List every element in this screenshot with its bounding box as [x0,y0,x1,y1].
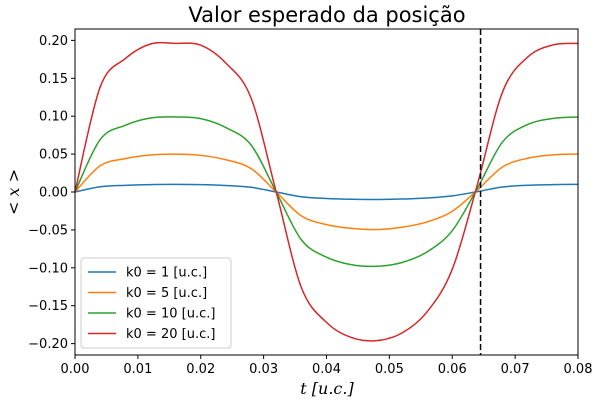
legend: k0 = 1 [u.c.] k0 = 5 [u.c.] k0 = 10 [u.c.]… [80,257,232,349]
x-tick-label: 0.06 [438,362,467,377]
x-tick-label: 0.00 [61,362,90,377]
y-tick-label: 0.00 [39,186,68,201]
legend-label-2: k0 = 5 [u.c.] [126,286,207,301]
y-tick-label: −0.20 [28,337,68,352]
y-tick-label: 0.10 [39,110,68,125]
y-tick-label: 0.15 [39,72,68,87]
x-tick-label: 0.01 [123,362,152,377]
series-line-2 [74,153,579,231]
x-axis-label: t [u.c.] [300,379,354,398]
y-tick-label: 0.20 [39,34,68,49]
y-axis-label: < x > [4,169,23,215]
series-line-4 [74,41,579,342]
x-tick-label: 0.05 [375,362,404,377]
y-tick-label: −0.15 [28,299,68,314]
legend-box [80,257,232,349]
legend-label-4: k0 = 20 [u.c.] [126,327,215,342]
x-tick-label: 0.08 [564,362,593,377]
x-tick-label: 0.07 [501,362,530,377]
chart-title: Valor esperado da posição [188,3,465,27]
ticks-layer: 0.00 0.01 0.02 0.03 0.04 0.05 0.06 0.07 0.08 0.20… [28,34,592,377]
x-tick-label: 0.03 [249,362,278,377]
series-line-3 [74,116,579,268]
y-tick-label: −0.10 [28,261,68,276]
x-tick-label: 0.04 [312,362,341,377]
legend-label-3: k0 = 10 [u.c.] [126,307,215,322]
y-tick-label: −0.05 [28,223,68,238]
series-layer [74,41,579,342]
legend-label-1: k0 = 1 [u.c.] [126,266,207,281]
series-line-1 [74,183,579,201]
x-tick-label: 0.02 [186,362,215,377]
y-tick-label: 0.05 [39,148,68,163]
